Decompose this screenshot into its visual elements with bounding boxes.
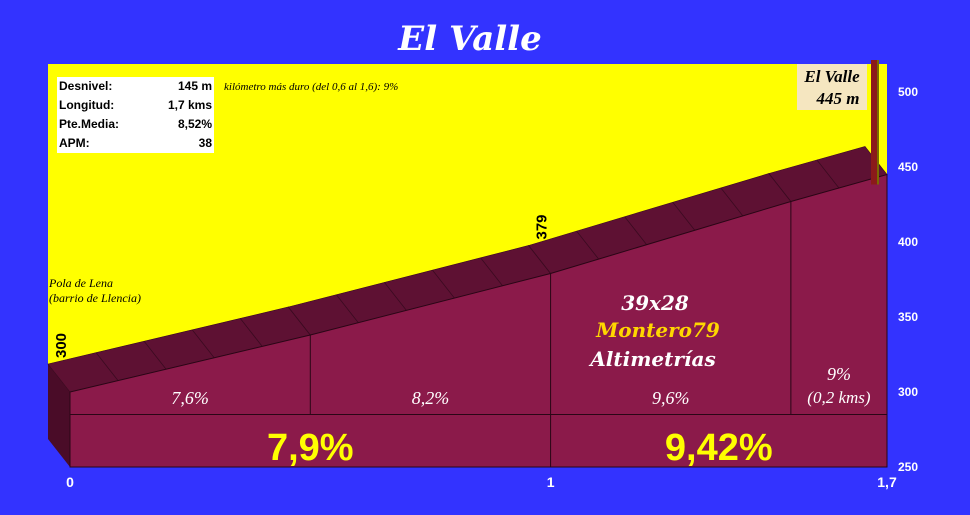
profile-top-hatch [287, 306, 311, 336]
y-tick-label: 450 [898, 160, 918, 174]
summit-marker: El Valle 445 m [797, 60, 879, 185]
segment-grade-label: 9% [827, 364, 851, 384]
y-tick-label: 250 [898, 460, 918, 474]
stats-label: Longitud: [59, 98, 115, 112]
profile-top-hatch [95, 352, 119, 381]
y-tick-label: 300 [898, 385, 918, 399]
stats-label: Pte.Media: [59, 117, 120, 131]
stats-row-longitud: Longitud: 1,7 kms [57, 96, 214, 115]
stats-row-apm: APM: 38 [57, 134, 214, 153]
chart-title: El Valle [397, 19, 541, 59]
x-tick-label: 0 [66, 474, 74, 490]
stats-table: Desnivel: 145 m Longitud: 1,7 kms Pte.Me… [57, 77, 214, 153]
summit-elevation: 445 m [816, 89, 860, 108]
stats-value: 145 m [177, 79, 212, 93]
km-grade-label: 7,9% [267, 427, 354, 469]
profile-front-face [69, 173, 888, 468]
axes: 250 300 350 400 450 500 0 1 1,7 [66, 85, 918, 490]
profile-top-hatch [720, 187, 744, 217]
profile-top-hatch [768, 173, 792, 202]
segment-grade-label: 7,6% [171, 388, 209, 408]
profile-top-hatch [143, 340, 167, 370]
stats-row-pendiente: Pte.Media: 8,52% [57, 115, 214, 134]
credit-gear: 39x28 [621, 291, 689, 315]
y-tick-label: 350 [898, 310, 918, 324]
credit-site: Altimetrías [588, 347, 715, 371]
profile-top-hatch [480, 257, 503, 287]
point-elevation-label: 300 [53, 333, 70, 358]
km-grade-label: 9,42% [665, 427, 773, 469]
data-marks: 300 379 7,6% 8,2% 9,6% 9% (0,2 kms) 7,9% 9,42% [53, 214, 871, 469]
summit-pole-shadow [877, 60, 879, 185]
profile-top-hatch [576, 230, 599, 260]
segment-length-label: (0,2 kms) [807, 388, 871, 407]
profile-top-hatch [816, 159, 840, 189]
profile-top-hatch [528, 245, 551, 274]
profile-side-face [48, 364, 70, 467]
profile-top-hatch [624, 216, 648, 245]
summit-name: El Valle [803, 67, 860, 86]
stats-value: 8,52% [177, 117, 212, 131]
sky-area [48, 64, 887, 392]
segment-grade-label: 9,6% [652, 388, 690, 408]
profile-top-hatch [384, 282, 407, 311]
start-label-line2: (barrio de Llencia) [49, 291, 141, 305]
stats-row-desnivel: Desnivel: 145 m [57, 77, 214, 96]
stats-label: APM: [59, 136, 90, 150]
summit-box [797, 64, 867, 110]
sky-fill-upper [48, 64, 887, 364]
profile-top-hatch [191, 329, 215, 359]
credit-author: Montero79 [595, 318, 720, 342]
summit-pole [871, 60, 877, 185]
stats-value: 38 [198, 136, 212, 150]
stats-value: 1,7 kms [167, 98, 212, 112]
x-tick-label: 1,7 [877, 474, 897, 490]
y-tick-label: 400 [898, 235, 918, 249]
x-tick-label: 1 [547, 474, 555, 490]
chart-text: El Valle kilómetro más duro (del 0,6 al … [48, 19, 720, 371]
y-tick-label: 500 [898, 85, 918, 99]
start-label-line1: Pola de Lena [48, 276, 113, 290]
profile-top-hatch [336, 294, 359, 323]
profile-top-hatch [239, 318, 263, 347]
stats-label: Desnivel: [59, 79, 113, 93]
point-elevation-label: 379 [534, 214, 551, 239]
profile-top-hatch [432, 269, 455, 299]
profile-area [47, 146, 888, 468]
profile-top-hatch [672, 202, 696, 231]
segment-grade-label: 8,2% [412, 388, 450, 408]
hardest-km-note: kilómetro más duro (del 0,6 al 1,6): 9% [224, 81, 398, 93]
